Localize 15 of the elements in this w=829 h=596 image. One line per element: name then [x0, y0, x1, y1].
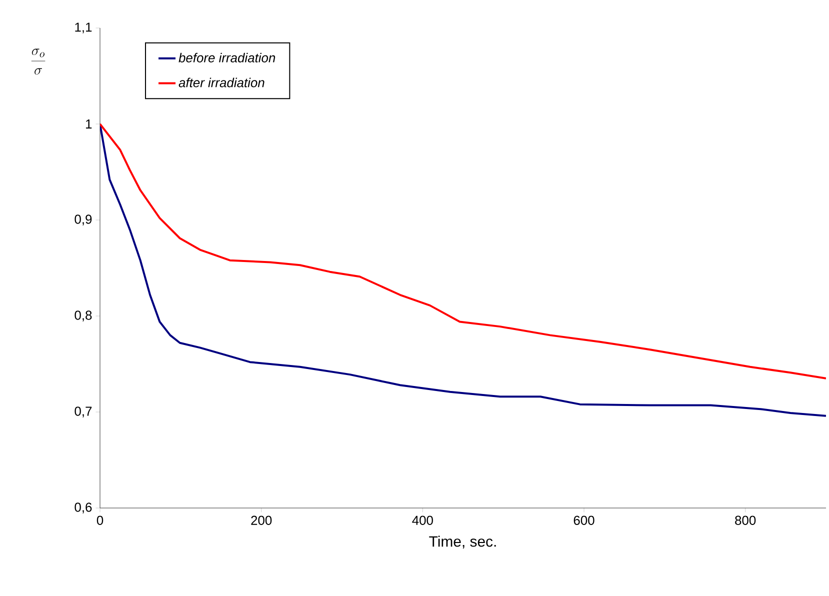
- y-tick-label: 0,8: [74, 310, 92, 322]
- x-tick-label: 600: [574, 516, 594, 525]
- y-tick-label: 0,7: [74, 406, 92, 418]
- y-tick-label: 1: [86, 120, 92, 128]
- legend-label: before irradiation: [178, 52, 276, 62]
- x-tick-label: 400: [412, 516, 433, 525]
- y-axis-title: $\frac{\sigma_o}{\sigma}$: [31, 48, 46, 75]
- x-tick-label: 200: [251, 516, 272, 525]
- legend-label: after irradiation: [178, 78, 264, 88]
- x-tick-label: 800: [735, 516, 756, 525]
- y-tick-label: 1,1: [75, 22, 92, 34]
- y-tick-label: 0,9: [74, 214, 92, 226]
- y-tick-label: 0,6: [74, 502, 92, 514]
- x-tick-label: 0: [96, 516, 104, 525]
- x-axis-title: Time, sec.: [429, 536, 496, 549]
